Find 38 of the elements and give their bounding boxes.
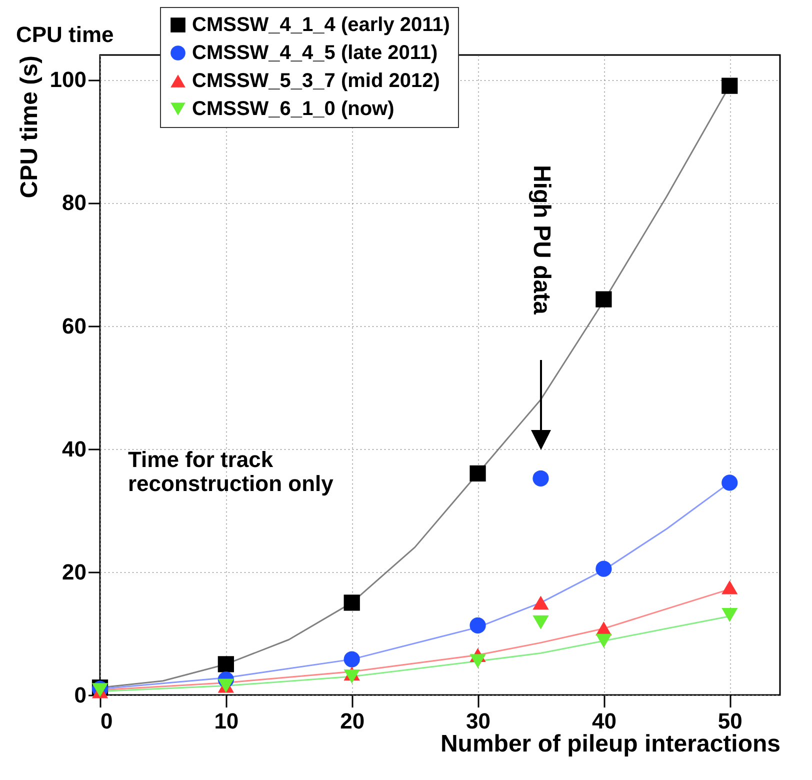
point [532, 470, 549, 486]
legend-label: CMSSW_6_1_0 (now) [192, 98, 394, 120]
x-tick-label: 50 [718, 708, 742, 734]
point [596, 291, 612, 308]
point [722, 78, 738, 94]
y-tick-label: 20 [62, 559, 86, 584]
point [722, 474, 738, 491]
point [470, 654, 486, 668]
point [344, 594, 360, 611]
x-tick-label: 20 [340, 708, 365, 734]
point [532, 615, 549, 630]
y-tick-label: 40 [62, 436, 86, 462]
point [344, 670, 360, 684]
legend-label: CMSSW_5_3_7 (mid 2012) [192, 70, 440, 92]
y-tick-label: 60 [62, 313, 86, 338]
point [722, 608, 738, 622]
x-tick-label: 30 [466, 708, 491, 734]
x-axis-title: Number of pileup interactions [440, 730, 780, 758]
point [344, 651, 360, 668]
x-tick-label: 40 [592, 708, 616, 734]
y-tick-label: 80 [62, 190, 86, 216]
point [470, 617, 486, 634]
y-tick-label: 100 [50, 67, 86, 92]
x-tick-label: 10 [214, 708, 239, 734]
point [596, 560, 612, 577]
point [596, 634, 612, 648]
point [722, 580, 738, 594]
x-tick-label: 0 [100, 708, 113, 734]
annotation: Time for track reconstruction only [128, 447, 334, 496]
chart-title: CPU time [16, 22, 114, 47]
point [532, 596, 549, 610]
y-axis-title: CPU time (s) [16, 56, 43, 198]
annotation: High PU data [528, 165, 555, 315]
legend-label: CMSSW_4_1_4 (early 2011) [192, 14, 450, 36]
point [218, 656, 234, 672]
legend-label: CMSSW_4_4_5 (late 2011) [192, 42, 438, 64]
y-tick-label: 0 [74, 682, 86, 708]
point [470, 465, 486, 482]
